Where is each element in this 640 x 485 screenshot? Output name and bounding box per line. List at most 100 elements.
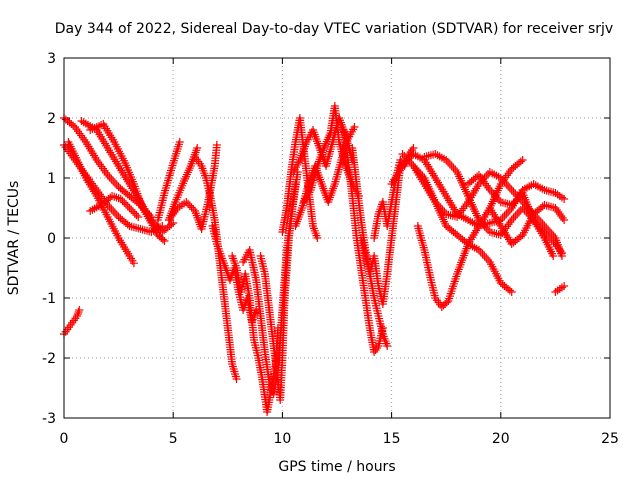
y-axis-label: SDTVAR / TECUs (6, 181, 22, 296)
marker-track-z-6-3 (480, 252, 489, 260)
y-tick-label-6: 3 (47, 51, 56, 67)
marker-track-y-0-5 (407, 160, 416, 168)
marker-track-ab-9-1 (520, 206, 529, 214)
marker-track-ab-2-5 (451, 166, 460, 174)
data-markers (60, 102, 569, 416)
marker-track-ac-6-5 (558, 214, 567, 222)
marker-track-ab-8-2 (511, 212, 520, 220)
marker-track-y-7-4 (482, 172, 491, 180)
marker-track-x-11-5 (516, 157, 525, 166)
marker-track-ab-5-2 (478, 220, 487, 228)
marker-track-ab-13-0 (557, 249, 566, 257)
marker-track-y-10-0 (507, 186, 516, 194)
marker-track-aa-16-0 (560, 195, 569, 203)
marker-track-ab-5-3 (480, 222, 489, 230)
x-tick-label-0: 0 (60, 431, 69, 447)
marker-track-i-4-0 (193, 144, 202, 152)
marker-track-u-8-0 (383, 342, 392, 350)
marker-track-j-2-1 (184, 199, 193, 208)
marker-track-h-3-0 (175, 138, 184, 146)
marker-track-ad-4-2 (511, 197, 520, 205)
marker-track-g-3-0 (75, 306, 84, 314)
marker-track-ab-8-1 (509, 214, 518, 222)
marker-track-z-6-5 (484, 256, 493, 264)
marker-track-x-1-0 (398, 162, 407, 170)
marker-track-x-1-1 (400, 160, 409, 168)
marker-track-b-4-2 (107, 175, 116, 183)
marker-track-ad-2-0 (485, 186, 494, 194)
marker-track-y-0-4 (405, 158, 414, 166)
marker-track-y-9-1 (498, 176, 507, 184)
marker-track-f-3-1 (118, 196, 127, 205)
marker-track-d-8-0 (169, 219, 178, 227)
marker-track-j-2-2 (185, 201, 194, 210)
marker-track-ad-2-3 (491, 192, 500, 200)
series-track-o (256, 168, 302, 404)
marker-track-ae-2-0 (560, 282, 569, 290)
series-track-e (86, 120, 169, 245)
marker-track-f-4-4 (132, 211, 141, 220)
marker-track-ad-2-4 (493, 194, 502, 202)
series-track-g (60, 306, 84, 338)
marker-track-z-6-2 (478, 250, 487, 258)
marker-track-f-4-2 (129, 207, 138, 216)
marker-track-e-7-3 (158, 235, 167, 244)
marker-track-ab-8-0 (507, 216, 516, 224)
y-tick-label-3: 0 (47, 231, 56, 247)
marker-track-d-7-5 (167, 220, 176, 229)
marker-track-aa-10-4 (504, 208, 513, 216)
marker-track-z-0-4 (416, 170, 425, 178)
marker-track-f-4-3 (130, 209, 139, 218)
marker-track-ab-5-0 (474, 216, 483, 224)
marker-track-ab-2-2 (445, 160, 454, 168)
series-track-u (348, 144, 392, 350)
series-track-ac (485, 201, 569, 248)
y-tick-label-2: -1 (42, 291, 56, 307)
marker-track-f-3-4 (123, 202, 132, 211)
marker-track-y-9-4 (504, 182, 513, 190)
marker-track-ab-2-4 (449, 164, 458, 172)
marker-track-y-0-2 (402, 154, 411, 162)
marker-track-z-9-0 (507, 288, 516, 296)
marker-track-f-5-0 (134, 213, 143, 221)
marker-track-y-10-1 (509, 188, 518, 196)
marker-track-z-0-1 (411, 164, 420, 172)
marker-track-aa-10-3 (502, 210, 511, 218)
marker-track-p-8-0 (313, 234, 322, 242)
marker-track-f-3-2 (120, 198, 129, 207)
marker-track-y-0-1 (400, 152, 409, 160)
marker-track-aa-10-2 (500, 212, 509, 220)
marker-track-j-7-0 (212, 141, 221, 149)
marker-track-b-4-5 (112, 181, 121, 189)
marker-track-f-4-1 (127, 205, 136, 214)
series-track-ae (551, 282, 569, 296)
series-track-h (153, 138, 184, 224)
x-tick-label-3: 15 (383, 431, 401, 447)
marker-track-ab-5-5 (484, 226, 493, 234)
marker-track-b-4-0 (103, 171, 112, 179)
marker-track-ad-8-0 (549, 252, 558, 260)
y-tick-label-5: 2 (47, 111, 56, 127)
y-tick-label-4: 1 (47, 171, 56, 187)
x-axis-label: GPS time / hours (278, 459, 395, 475)
series-track-ad (464, 171, 558, 260)
marker-track-x-12-0 (518, 156, 527, 164)
y-tick-label-1: -2 (42, 351, 56, 367)
series-track-t (339, 126, 387, 356)
marker-track-ad-4-1 (509, 199, 518, 207)
marker-track-b-0-5 (69, 121, 78, 130)
marker-track-j-2-0 (182, 198, 191, 206)
marker-track-f-3-0 (116, 195, 125, 203)
marker-track-ab-2-3 (447, 162, 456, 170)
marker-track-a-4-1 (105, 203, 114, 211)
marker-track-k-9-0 (232, 375, 241, 383)
marker-track-y-0-0 (398, 150, 407, 158)
marker-track-r-9-0 (350, 123, 359, 131)
marker-track-ad-0-5 (473, 172, 482, 181)
grid-lines (64, 58, 610, 418)
marker-track-ab-2-1 (444, 158, 453, 166)
marker-track-a-5-5 (123, 220, 132, 229)
marker-track-z-0-2 (413, 166, 422, 174)
marker-track-j-2-4 (189, 205, 198, 214)
